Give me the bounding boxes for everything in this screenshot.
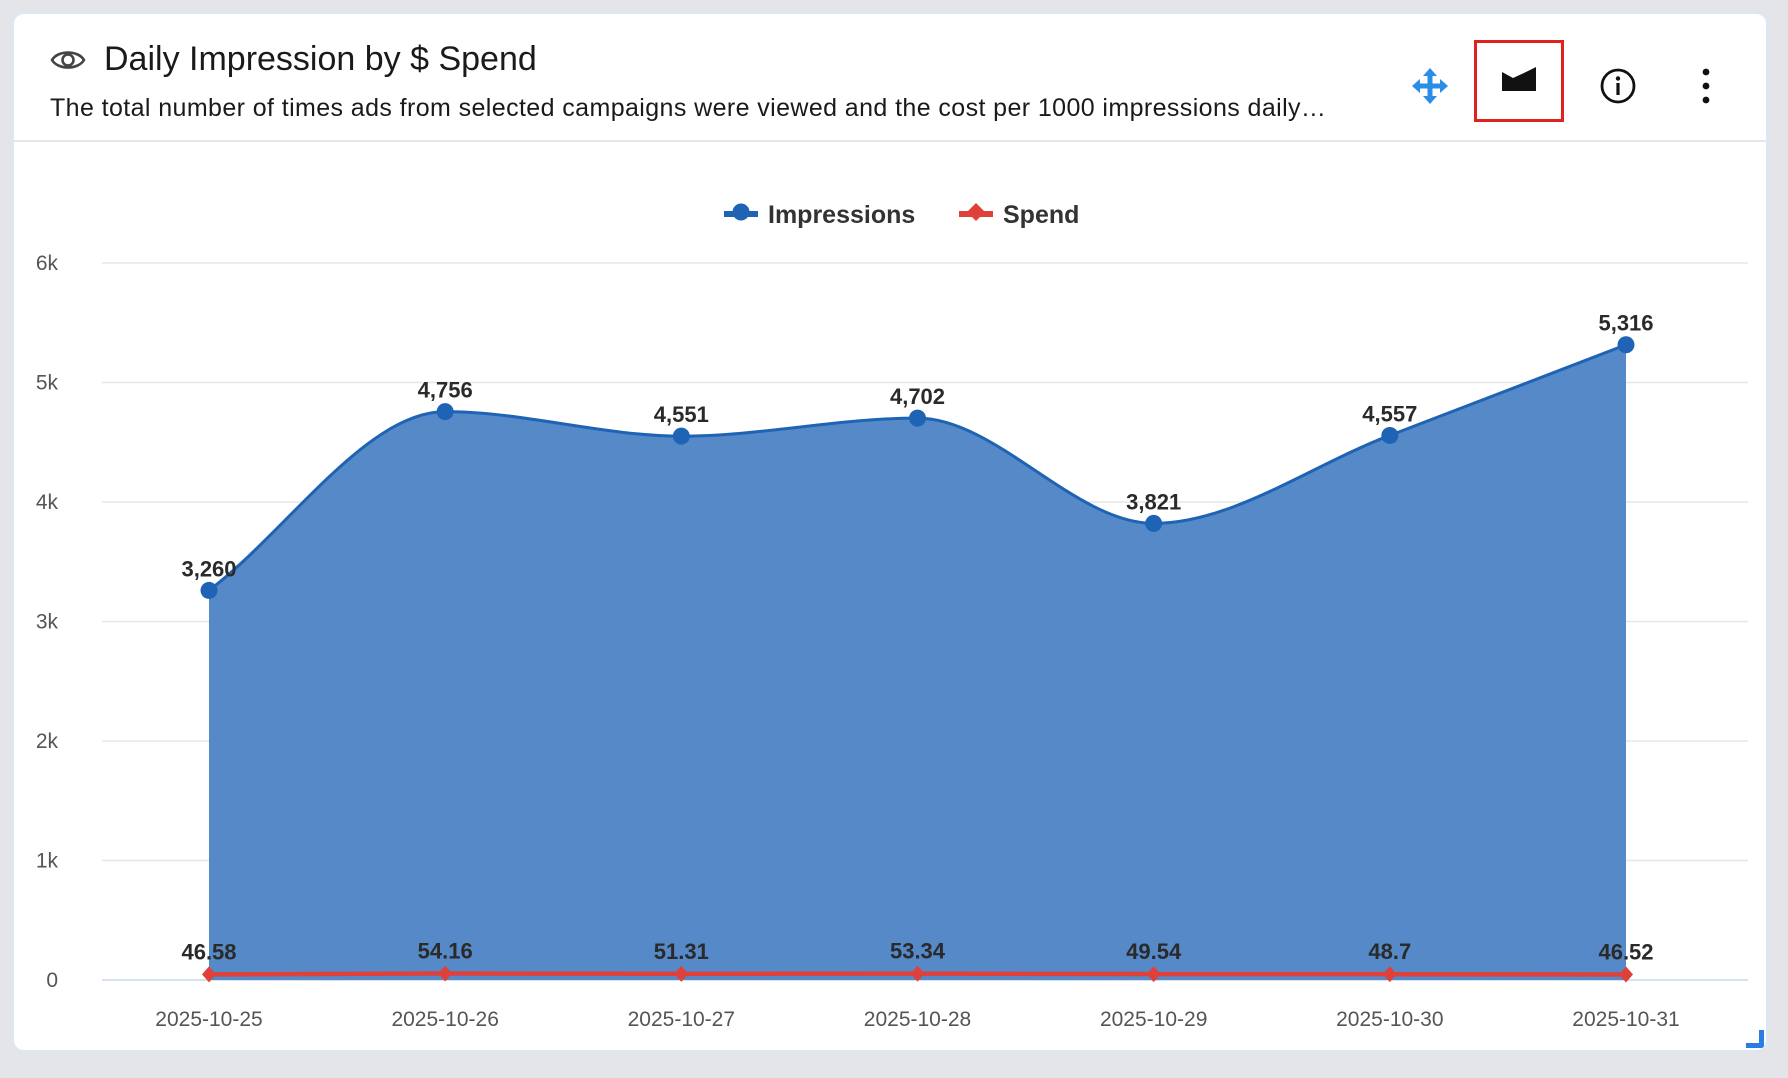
legend-item-spend[interactable]: Spend bbox=[959, 201, 1079, 229]
impressions-point[interactable] bbox=[200, 581, 218, 599]
legend[interactable]: Impressions Spend bbox=[724, 201, 1079, 229]
kebab-menu-icon bbox=[1700, 67, 1712, 110]
spend-point[interactable] bbox=[202, 966, 216, 983]
x-tick-label: 2025-10-27 bbox=[628, 1008, 735, 1031]
impressions-point[interactable] bbox=[1617, 336, 1635, 354]
y-tick-label: 4k bbox=[36, 491, 59, 514]
spend-data-label: 51.31 bbox=[654, 939, 709, 964]
info-icon bbox=[1599, 67, 1637, 110]
impressions-data-label: 4,702 bbox=[890, 384, 945, 409]
impressions-data-label: 5,316 bbox=[1598, 311, 1653, 336]
data-labels: 3,260 4,756 4,551 4,702 3,821 4,557 5,316 46.58… bbox=[181, 311, 1653, 965]
chart-type-button[interactable] bbox=[1474, 40, 1564, 122]
y-tick-label: 2k bbox=[36, 730, 59, 753]
info-button[interactable] bbox=[1588, 58, 1648, 118]
spend-line-group bbox=[202, 965, 1633, 983]
spend-data-label: 49.54 bbox=[1126, 939, 1182, 964]
impressions-area-fill bbox=[209, 344, 1626, 980]
legend-label-spend: Spend bbox=[1003, 201, 1079, 229]
impressions-point[interactable] bbox=[1381, 426, 1399, 444]
move-arrows-icon bbox=[1410, 66, 1450, 111]
spend-point[interactable] bbox=[1382, 966, 1397, 983]
x-tick-label: 2025-10-25 bbox=[155, 1008, 262, 1031]
x-tick-label: 2025-10-29 bbox=[1100, 1008, 1207, 1031]
spend-data-label: 54.16 bbox=[418, 939, 473, 964]
spend-point[interactable] bbox=[1619, 966, 1633, 983]
x-tick-label: 2025-10-31 bbox=[1572, 1008, 1679, 1031]
spend-data-label: 48.7 bbox=[1368, 939, 1411, 964]
widget-title: Daily Impression by $ Spend bbox=[104, 40, 537, 78]
chart-svg: 3,260 4,756 4,551 4,702 3,821 4,557 5,316 46.58… bbox=[36, 201, 1748, 1031]
spend-point[interactable] bbox=[1146, 966, 1161, 983]
move-button[interactable] bbox=[1400, 58, 1460, 118]
impressions-point[interactable] bbox=[436, 403, 454, 421]
spend-point[interactable] bbox=[674, 965, 689, 982]
impressions-data-label: 4,557 bbox=[1362, 401, 1417, 426]
impressions-point[interactable] bbox=[1145, 514, 1163, 532]
spend-point[interactable] bbox=[438, 965, 453, 982]
title-row: Daily Impression by $ Spend bbox=[50, 40, 537, 79]
widget-card: Daily Impression by $ Spend The total nu… bbox=[12, 12, 1768, 1052]
more-menu-button[interactable] bbox=[1676, 58, 1736, 118]
impressions-data-label: 4,551 bbox=[654, 402, 709, 427]
y-tick-label: 3k bbox=[36, 611, 59, 634]
chart-container: 3,260 4,756 4,551 4,702 3,821 4,557 5,316 46.58… bbox=[14, 142, 1766, 1050]
impressions-point[interactable] bbox=[909, 409, 926, 427]
spend-data-label: 46.52 bbox=[1598, 939, 1653, 964]
x-tick-label: 2025-10-30 bbox=[1336, 1008, 1443, 1031]
y-tick-label: 6k bbox=[36, 252, 59, 275]
spend-point[interactable] bbox=[910, 965, 925, 982]
y-tick-label: 5k bbox=[36, 372, 59, 395]
impressions-points bbox=[200, 336, 1635, 599]
impressions-data-label: 3,260 bbox=[181, 556, 236, 581]
widget-subtitle: The total number of times ads from selec… bbox=[50, 94, 1327, 122]
area-chart-icon bbox=[1499, 64, 1539, 99]
legend-marker-impressions bbox=[732, 203, 750, 221]
spend-data-label: 53.34 bbox=[890, 939, 946, 964]
spend-data-label: 46.58 bbox=[181, 939, 236, 964]
resize-handle[interactable] bbox=[1746, 1030, 1764, 1048]
widget-header: Daily Impression by $ Spend The total nu… bbox=[14, 14, 1766, 142]
y-tick-label: 1k bbox=[36, 850, 59, 873]
impressions-point[interactable] bbox=[672, 427, 690, 445]
axes: 0 1k 2k 3k 4k 5k 6k 2025-10-25 2025-10-26 2025-10… bbox=[36, 252, 1680, 1031]
x-tick-label: 2025-10-28 bbox=[864, 1008, 971, 1031]
eye-icon bbox=[50, 42, 86, 78]
legend-marker-spend bbox=[967, 203, 985, 221]
impressions-data-label: 3,821 bbox=[1126, 489, 1181, 514]
legend-item-impressions[interactable]: Impressions bbox=[724, 201, 915, 229]
x-tick-label: 2025-10-26 bbox=[391, 1008, 498, 1031]
y-tick-label: 0 bbox=[46, 969, 58, 992]
impressions-area bbox=[208, 343, 1627, 980]
impressions-data-label: 4,756 bbox=[418, 378, 473, 403]
legend-label-impressions: Impressions bbox=[768, 201, 915, 229]
